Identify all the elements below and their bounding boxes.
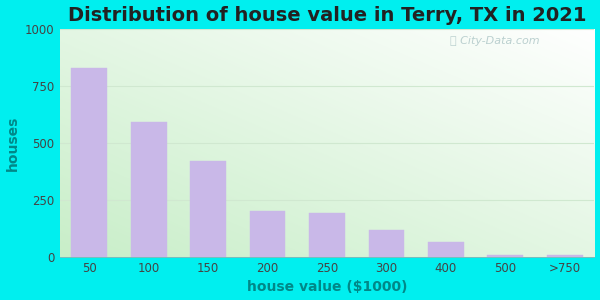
X-axis label: house value ($1000): house value ($1000): [247, 280, 407, 294]
Bar: [547, 255, 583, 257]
Y-axis label: houses: houses: [5, 115, 20, 171]
Title: Distribution of house value in Terry, TX in 2021: Distribution of house value in Terry, TX…: [68, 6, 586, 25]
Bar: [250, 212, 286, 257]
Bar: [71, 68, 107, 257]
Text: ⓘ City-Data.com: ⓘ City-Data.com: [450, 36, 539, 46]
Bar: [368, 230, 404, 257]
Bar: [428, 242, 464, 257]
Bar: [487, 255, 523, 257]
Bar: [131, 122, 167, 257]
Bar: [190, 161, 226, 257]
Bar: [309, 212, 345, 257]
